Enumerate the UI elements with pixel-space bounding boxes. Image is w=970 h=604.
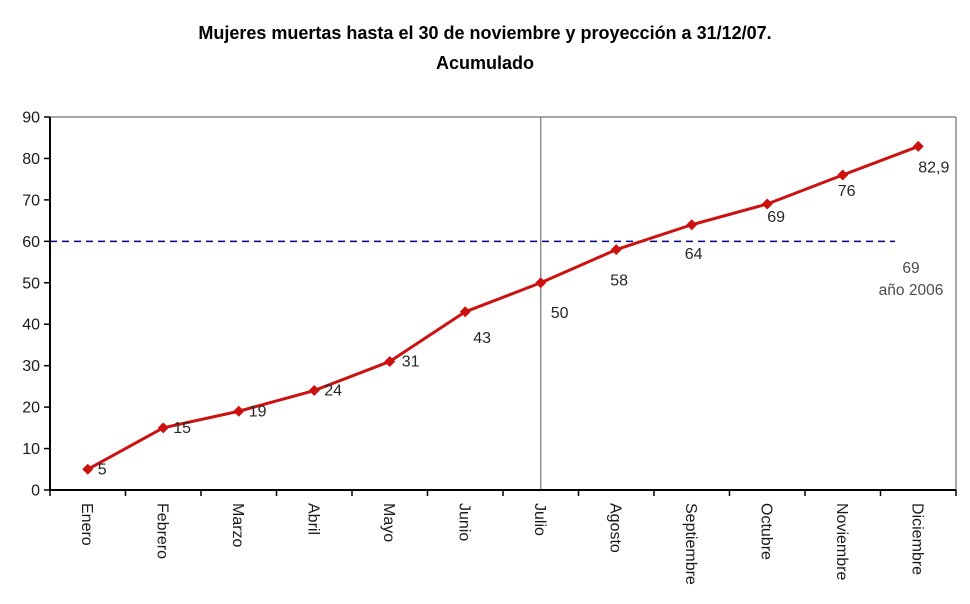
- chart-title-line1: Mujeres muertas hasta el 30 de noviembre…: [198, 23, 772, 43]
- data-point-marker: [308, 385, 320, 397]
- data-point-label: 24: [324, 383, 342, 400]
- data-point-label: 69: [767, 209, 785, 226]
- x-category-label: Diciembre: [908, 503, 925, 575]
- data-point-label: 31: [402, 354, 420, 371]
- chart-title: Mujeres muertas hasta el 30 de noviembre…: [0, 18, 970, 78]
- x-category-label: Agosto: [606, 503, 623, 553]
- x-category-label: Abril: [304, 503, 321, 535]
- data-point-label: 82,9: [918, 159, 949, 176]
- data-point-label: 50: [551, 305, 569, 322]
- data-point-marker: [157, 422, 169, 434]
- series-line: [87, 145, 919, 471]
- data-point-label: 5: [98, 461, 107, 478]
- x-category-label: Octubre: [757, 503, 774, 560]
- y-tick-label: 10: [22, 441, 40, 458]
- year-2006-annotation: 69 año 2006: [846, 258, 970, 302]
- data-point-marker: [912, 140, 924, 152]
- year-2006-value: 69: [902, 260, 920, 277]
- data-point-label: 15: [173, 420, 191, 437]
- data-point-marker: [82, 463, 94, 475]
- data-point-marker: [535, 277, 547, 289]
- chart-title-line2: Acumulado: [435, 53, 534, 73]
- x-category-label: Septiembre: [682, 503, 699, 585]
- year-2006-label: año 2006: [878, 282, 944, 299]
- data-point-label: 58: [610, 273, 628, 290]
- x-category-label: Junio: [455, 503, 472, 541]
- x-category-label: Febrero: [153, 503, 170, 559]
- y-tick-label: 50: [22, 275, 40, 292]
- data-point-marker: [610, 244, 622, 256]
- y-tick-label: 20: [22, 400, 40, 417]
- x-category-label: Noviembre: [833, 503, 850, 580]
- y-tick-label: 70: [22, 192, 40, 209]
- data-point-marker: [459, 306, 471, 318]
- y-tick-label: 80: [22, 151, 40, 168]
- x-category-label: Enero: [78, 503, 95, 546]
- data-point-label: 76: [838, 183, 856, 200]
- data-point-marker: [761, 198, 773, 210]
- data-point-marker: [384, 356, 396, 368]
- data-point-marker: [233, 405, 245, 417]
- data-point-label: 19: [249, 403, 267, 420]
- x-category-label: Julio: [531, 503, 548, 536]
- data-point-marker: [837, 169, 849, 181]
- x-category-label: Mayo: [380, 503, 397, 542]
- data-point-marker: [686, 219, 698, 231]
- y-tick-label: 0: [31, 483, 40, 500]
- data-point-label: 43: [473, 330, 491, 347]
- data-point-label: 64: [685, 246, 703, 263]
- y-tick-label: 40: [22, 317, 40, 334]
- x-category-label: Marzo: [229, 503, 246, 548]
- y-tick-label: 30: [22, 358, 40, 375]
- y-tick-label: 60: [22, 234, 40, 251]
- y-tick-label: 90: [22, 110, 40, 127]
